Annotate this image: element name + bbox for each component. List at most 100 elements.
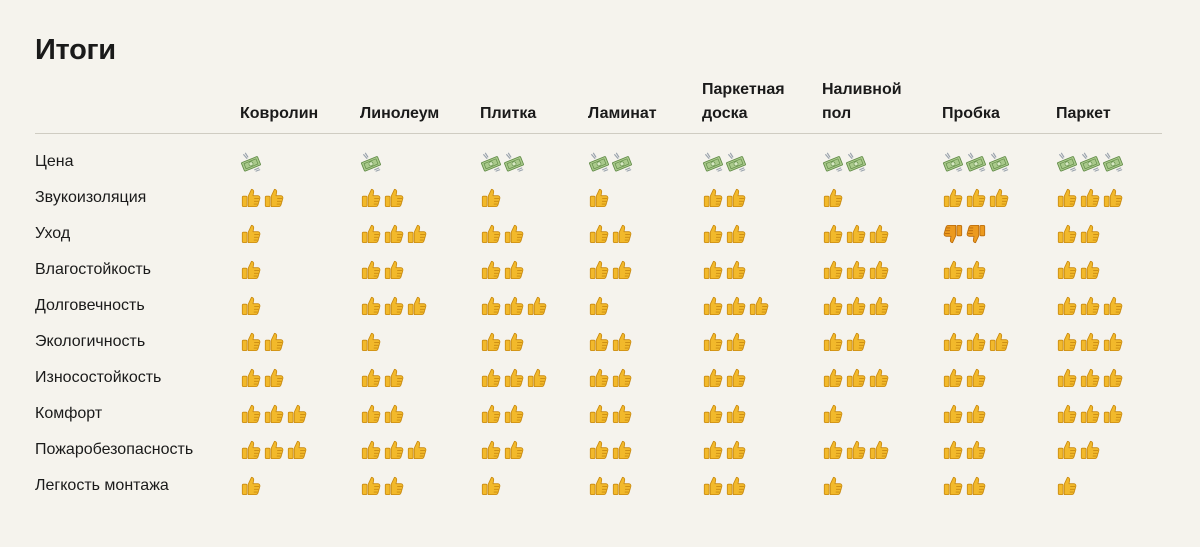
thumbs-up-icon bbox=[480, 331, 503, 353]
rating-cell bbox=[588, 258, 634, 282]
rating-cell bbox=[702, 474, 748, 498]
rating-cell bbox=[1056, 474, 1079, 498]
rating-cell bbox=[1056, 294, 1125, 318]
rating-cell bbox=[942, 438, 988, 462]
thumbs-up-icon bbox=[725, 295, 748, 317]
thumbs-up-icon bbox=[965, 439, 988, 461]
thumbs-up-icon bbox=[383, 439, 406, 461]
thumbs-up-icon bbox=[942, 259, 965, 281]
thumbs-up-icon bbox=[725, 367, 748, 389]
rating-cell bbox=[588, 402, 634, 426]
thumbs-up-icon bbox=[360, 259, 383, 281]
thumbs-up-icon bbox=[611, 403, 634, 425]
column-header: Паркет bbox=[1056, 80, 1111, 126]
rating-cell bbox=[1056, 186, 1125, 210]
thumbs-up-icon bbox=[725, 259, 748, 281]
rating-cell bbox=[1056, 330, 1125, 354]
rating-cell bbox=[480, 402, 526, 426]
rating-cell bbox=[240, 366, 286, 390]
rating-cell bbox=[360, 402, 406, 426]
thumbs-up-icon bbox=[263, 187, 286, 209]
row-label: Комфорт bbox=[35, 405, 103, 422]
thumbs-up-icon bbox=[1079, 259, 1102, 281]
thumbs-up-icon bbox=[988, 187, 1011, 209]
thumbs-up-icon bbox=[1056, 439, 1079, 461]
rating-cell bbox=[1056, 222, 1102, 246]
rating-cell bbox=[588, 222, 634, 246]
thumbs-up-icon bbox=[1102, 367, 1125, 389]
rating-cell bbox=[702, 438, 748, 462]
rating-cell bbox=[360, 294, 429, 318]
rating-cell bbox=[822, 294, 891, 318]
thumbs-up-icon bbox=[725, 187, 748, 209]
thumbs-down-icon bbox=[942, 223, 965, 245]
thumbs-up-icon bbox=[725, 403, 748, 425]
rating-cell bbox=[942, 366, 988, 390]
rating-cell bbox=[1056, 258, 1102, 282]
thumbs-up-icon bbox=[383, 403, 406, 425]
thumbs-up-icon bbox=[965, 367, 988, 389]
rating-cell bbox=[588, 294, 611, 318]
rating-cell bbox=[240, 186, 286, 210]
rating-cell bbox=[360, 438, 429, 462]
thumbs-up-icon bbox=[503, 439, 526, 461]
column-header-line: пол bbox=[822, 105, 852, 122]
money-icon bbox=[1079, 151, 1102, 173]
column-header-line: Ковролин bbox=[240, 105, 319, 122]
rating-cell bbox=[360, 222, 429, 246]
thumbs-up-icon bbox=[822, 259, 845, 281]
thumbs-up-icon bbox=[1056, 295, 1079, 317]
thumbs-up-icon bbox=[942, 187, 965, 209]
thumbs-up-icon bbox=[480, 439, 503, 461]
thumbs-up-icon bbox=[360, 439, 383, 461]
thumbs-up-icon bbox=[286, 403, 309, 425]
column-header: Плитка bbox=[480, 80, 536, 126]
rating-cell bbox=[702, 366, 748, 390]
thumbs-up-icon bbox=[702, 439, 725, 461]
thumbs-up-icon bbox=[1079, 223, 1102, 245]
thumbs-up-icon bbox=[383, 259, 406, 281]
thumbs-up-icon bbox=[480, 295, 503, 317]
rating-cell bbox=[588, 186, 611, 210]
thumbs-up-icon bbox=[822, 187, 845, 209]
thumbs-up-icon bbox=[480, 259, 503, 281]
money-icon bbox=[1056, 151, 1079, 173]
thumbs-up-icon bbox=[965, 475, 988, 497]
thumbs-up-icon bbox=[965, 295, 988, 317]
column-header-line: Паркет bbox=[1056, 105, 1111, 122]
thumbs-up-icon bbox=[725, 439, 748, 461]
rating-cell bbox=[702, 258, 748, 282]
thumbs-up-icon bbox=[965, 403, 988, 425]
thumbs-up-icon bbox=[588, 439, 611, 461]
thumbs-up-icon bbox=[845, 223, 868, 245]
thumbs-up-icon bbox=[748, 295, 771, 317]
thumbs-up-icon bbox=[611, 439, 634, 461]
money-icon bbox=[702, 151, 725, 173]
thumbs-up-icon bbox=[240, 331, 263, 353]
thumbs-up-icon bbox=[360, 475, 383, 497]
thumbs-up-icon bbox=[845, 259, 868, 281]
thumbs-up-icon bbox=[1079, 331, 1102, 353]
thumbs-up-icon bbox=[240, 259, 263, 281]
thumbs-up-icon bbox=[383, 475, 406, 497]
column-header-line: Наливной bbox=[822, 81, 902, 98]
thumbs-up-icon bbox=[822, 403, 845, 425]
rating-cell bbox=[360, 474, 406, 498]
money-icon bbox=[822, 151, 845, 173]
money-icon bbox=[725, 151, 748, 173]
thumbs-up-icon bbox=[480, 403, 503, 425]
rating-cell bbox=[480, 294, 549, 318]
rating-cell bbox=[942, 402, 988, 426]
rating-cell bbox=[360, 258, 406, 282]
thumbs-up-icon bbox=[263, 367, 286, 389]
thumbs-up-icon bbox=[611, 331, 634, 353]
rating-cell bbox=[480, 366, 549, 390]
rating-cell bbox=[822, 222, 891, 246]
money-icon bbox=[503, 151, 526, 173]
row-label: Экологичность bbox=[35, 333, 146, 350]
thumbs-up-icon bbox=[988, 331, 1011, 353]
row-label: Износостойкость bbox=[35, 369, 162, 386]
rating-cell bbox=[480, 258, 526, 282]
thumbs-up-icon bbox=[942, 403, 965, 425]
thumbs-up-icon bbox=[240, 475, 263, 497]
